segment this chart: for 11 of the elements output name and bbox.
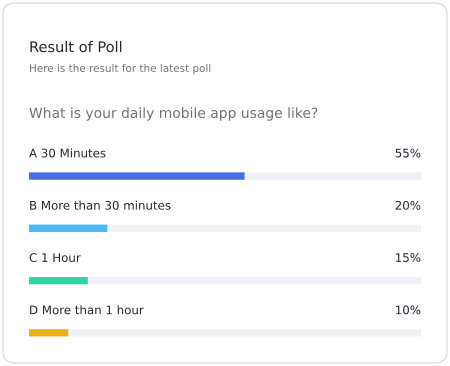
y-tick-label: A 30 Minutes [29, 148, 106, 158]
data-label: 10% [396, 305, 420, 314]
chart-title: Result of Poll [30, 40, 122, 52]
data-label: 55% [396, 148, 420, 158]
y-tick-label: D More than 1 hour [30, 305, 144, 314]
chart-subtitle: Here is the result for the latest poll [30, 64, 210, 74]
data-label: 20% [396, 200, 420, 210]
data-label: 15% [396, 253, 420, 262]
y-tick-label: C 1 Hour [30, 253, 81, 262]
y-tick-label: B More than 30 minutes [30, 200, 170, 210]
text: What is your daily mobile app usage like? [29, 107, 318, 121]
